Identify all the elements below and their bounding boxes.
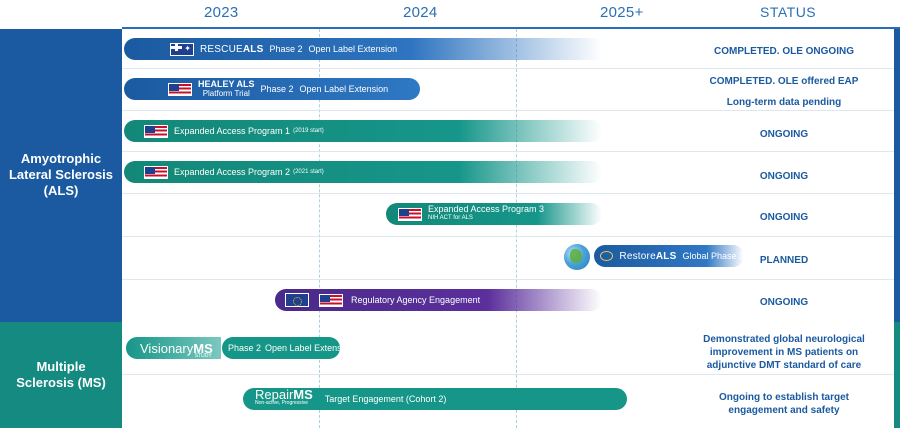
category-als-panel: Amyotrophic Lateral Sclerosis (ALS) [0, 29, 122, 322]
repair-ms-logo: RepairMS Non-active, Progressive [255, 387, 313, 406]
us-flag-icon [144, 165, 168, 179]
status-eap3: ONGOING [759, 212, 809, 223]
status-regulatory: ONGOING [759, 297, 809, 308]
globe-icon [564, 244, 590, 270]
us-flag-icon [398, 207, 422, 221]
row-divider [122, 68, 894, 69]
row-divider [122, 151, 894, 152]
status-rescue-als: COMPLETED. OLE ONGOING [713, 46, 854, 57]
year-guide-2024 [319, 29, 320, 428]
repair-ms-bar: RepairMS Non-active, Progressive Target … [243, 388, 627, 410]
row-divider [122, 279, 894, 280]
status-restore-als: PLANNED [759, 255, 809, 266]
healey-als-bar: HEALEY ALS Platform Trial Phase 2 Open L… [124, 78, 420, 100]
category-ms-label: Multiple Sclerosis (MS) [16, 359, 106, 390]
us-flag-icon [168, 82, 192, 96]
year-2024: 2024 [403, 4, 438, 21]
header-divider [122, 27, 900, 29]
category-als-label: Amyotrophic Lateral Sclerosis (ALS) [8, 151, 114, 198]
row-divider [122, 374, 894, 375]
status-repair-ms: Ongoing to establish target engagement a… [718, 392, 849, 416]
australia-flag-icon [170, 42, 194, 56]
year-2025-plus: 2025+ [600, 4, 644, 21]
status-visionary-ms: Demonstrated global neurological improve… [703, 334, 865, 371]
year-guide-2025 [516, 29, 517, 428]
eap1-bar: Expanded Access Program 1 (2019 start) [124, 120, 602, 142]
row-divider [122, 110, 894, 111]
status-healey-als: COMPLETED. OLE offered EAP Long-term dat… [709, 76, 859, 108]
status-eap2: ONGOING [759, 171, 809, 182]
visionary-ms-logo: Visionary MS STUDY [126, 337, 221, 359]
restore-logo-icon [600, 251, 614, 261]
us-flag-icon [319, 293, 343, 307]
row-divider [122, 193, 894, 194]
eap2-bar: Expanded Access Program 2 (2021 start) [124, 161, 602, 183]
eu-flag-icon [285, 293, 309, 307]
als-edge [894, 29, 900, 322]
eap3-bar: Expanded Access Program 3 NIH ACT for AL… [386, 203, 602, 225]
status-header: STATUS [760, 4, 817, 20]
status-eap1: ONGOING [759, 129, 809, 140]
year-2023: 2023 [204, 4, 239, 21]
row-divider [122, 236, 894, 237]
restore-als-bar: RestoreALS Global Phase 3 [594, 245, 744, 267]
ms-edge [894, 322, 900, 428]
category-ms-panel: Multiple Sclerosis (MS) [0, 322, 122, 428]
visionary-ms-bar: Phase 2 Open Label Extension [222, 337, 340, 359]
regulatory-bar: Regulatory Agency Engagement [275, 289, 602, 311]
us-flag-icon [144, 124, 168, 138]
rescue-als-bar: RESCUEALS Phase 2 Open Label Extension [124, 38, 602, 60]
